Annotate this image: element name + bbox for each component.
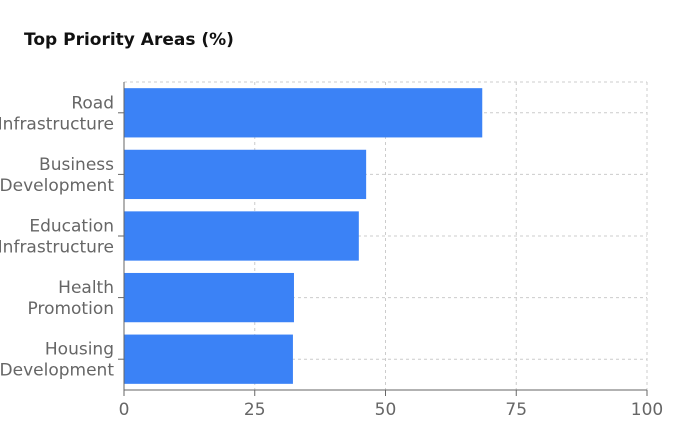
- y-tick-label: Road Infrastructure: [0, 93, 114, 134]
- bar: [124, 149, 367, 200]
- x-tick-label: 0: [119, 400, 130, 420]
- chart-title: Top Priority Areas (%): [24, 30, 234, 50]
- bar: [124, 88, 483, 138]
- y-tick-label: Health Promotion: [28, 278, 115, 319]
- x-tick-label: 50: [375, 400, 397, 420]
- bar: [124, 334, 293, 384]
- x-tick-label: 75: [505, 400, 527, 420]
- y-tick-label: Housing Development: [0, 340, 114, 381]
- x-tick-label: 25: [244, 400, 266, 420]
- y-tick-label: Education Infrastructure: [0, 217, 114, 258]
- bar: [124, 272, 294, 323]
- bar: [124, 211, 359, 261]
- x-tick-label: 100: [631, 400, 663, 420]
- y-tick-label: Business Development: [0, 155, 114, 196]
